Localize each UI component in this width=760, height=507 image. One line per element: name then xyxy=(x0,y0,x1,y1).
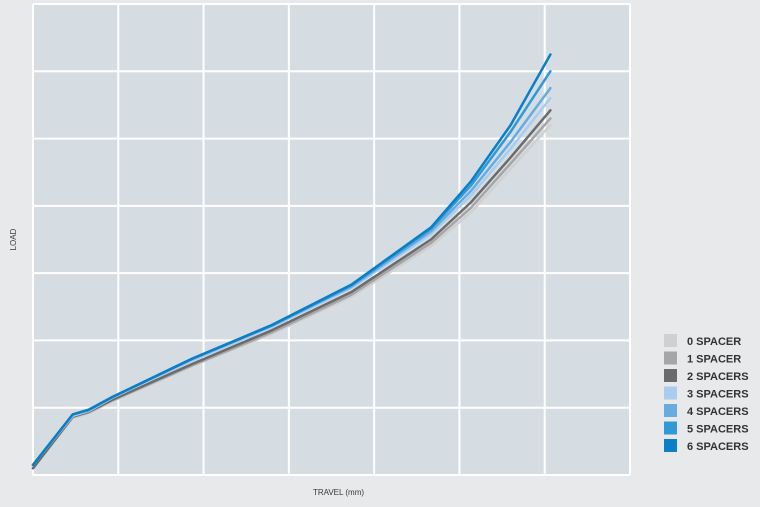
x-axis-label: TRAVEL (mm) xyxy=(313,488,364,497)
legend-swatch-1 xyxy=(664,351,677,365)
legend: 0 SPACER 1 SPACER 2 SPACERS 3 SPACERS 4 SPAC… xyxy=(664,334,749,453)
legend-label-5: 5 SPACERS xyxy=(687,424,749,436)
legend-swatch-3 xyxy=(664,386,677,400)
legend-label-1: 1 SPACER xyxy=(687,354,741,366)
legend-label-2: 2 SPACERS xyxy=(687,371,749,383)
legend-label-4: 4 SPACERS xyxy=(687,406,749,418)
y-axis-label: LOAD xyxy=(9,228,18,250)
series-lines xyxy=(31,53,552,470)
legend-label-0: 0 SPACER xyxy=(687,336,741,348)
plot-background xyxy=(33,4,630,475)
legend-label-3: 3 SPACERS xyxy=(687,389,749,401)
legend-swatch-6 xyxy=(664,439,677,452)
legend-swatch-5 xyxy=(664,421,677,435)
series-line-6 xyxy=(31,53,552,467)
legend-swatch-0 xyxy=(664,334,677,347)
legend-swatch-2 xyxy=(664,369,677,382)
grid-lines xyxy=(32,3,631,476)
legend-label-6: 6 SPACERS xyxy=(687,441,749,453)
legend-swatch-4 xyxy=(664,404,677,417)
